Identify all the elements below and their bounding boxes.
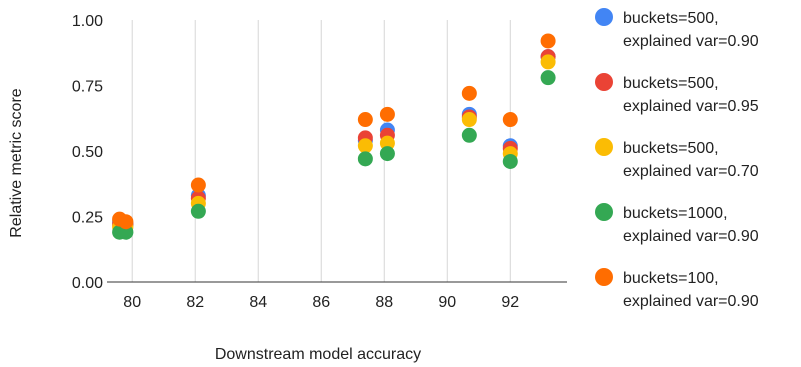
legend-label: buckets=500, explained var=0.95 bbox=[623, 75, 759, 115]
x-tick-label: 90 bbox=[438, 294, 456, 311]
legend-swatch bbox=[595, 8, 613, 26]
legend-label: buckets=1000, explained var=0.90 bbox=[623, 205, 759, 245]
data-point bbox=[502, 153, 518, 169]
chart-legend: buckets=500, explained var=0.90 buckets=5… bbox=[593, 6, 801, 331]
gridlines bbox=[131, 20, 511, 282]
data-point bbox=[357, 138, 373, 154]
y-tick-label: 0.25 bbox=[72, 210, 103, 227]
data-point bbox=[379, 135, 395, 151]
y-tick-label: 0.75 bbox=[72, 79, 103, 96]
data-point bbox=[502, 112, 518, 128]
data-point bbox=[461, 112, 477, 128]
data-point bbox=[461, 127, 477, 143]
data-point bbox=[461, 85, 477, 101]
y-axis-title: Relative metric score bbox=[8, 88, 25, 237]
x-tick-label: 86 bbox=[312, 294, 330, 311]
data-point bbox=[540, 54, 556, 70]
legend-item: buckets=1000, explained var=0.90 bbox=[593, 201, 801, 266]
legend-label: buckets=500, explained var=0.70 bbox=[623, 140, 759, 180]
data-point bbox=[357, 112, 373, 128]
legend-label: buckets=100, explained var=0.90 bbox=[623, 270, 759, 310]
legend-swatch bbox=[595, 73, 613, 91]
y-tick-label: 1.00 bbox=[72, 13, 103, 30]
data-point bbox=[118, 224, 134, 240]
data-points bbox=[112, 33, 556, 240]
legend-swatch bbox=[595, 203, 613, 221]
data-point bbox=[190, 203, 206, 219]
y-tick-labels: 0.00 0.25 0.50 0.75 1.00 bbox=[72, 13, 103, 292]
legend-swatch bbox=[595, 138, 613, 156]
x-tick-labels: 80 82 84 86 88 90 92 bbox=[123, 294, 519, 311]
legend-item: buckets=500, explained var=0.95 bbox=[593, 71, 801, 136]
x-tick-label: 92 bbox=[501, 294, 519, 311]
data-point bbox=[118, 214, 134, 230]
data-point bbox=[357, 151, 373, 167]
legend-item: buckets=500, explained var=0.90 bbox=[593, 6, 801, 71]
legend-label: buckets=500, explained var=0.90 bbox=[623, 10, 759, 50]
data-point bbox=[190, 177, 206, 193]
x-tick-label: 84 bbox=[249, 294, 267, 311]
data-point bbox=[540, 70, 556, 86]
y-tick-label: 0.00 bbox=[72, 275, 103, 292]
data-point bbox=[379, 106, 395, 122]
x-tick-label: 88 bbox=[375, 294, 393, 311]
legend-item: buckets=100, explained var=0.90 bbox=[593, 266, 801, 331]
data-point bbox=[379, 146, 395, 162]
y-tick-label: 0.50 bbox=[72, 144, 103, 161]
x-tick-label: 80 bbox=[123, 294, 141, 311]
x-tick-label: 82 bbox=[186, 294, 204, 311]
data-point bbox=[540, 33, 556, 49]
legend-swatch bbox=[595, 268, 613, 286]
legend-item: buckets=500, explained var=0.70 bbox=[593, 136, 801, 201]
x-axis-title: Downstream model accuracy bbox=[215, 346, 421, 363]
